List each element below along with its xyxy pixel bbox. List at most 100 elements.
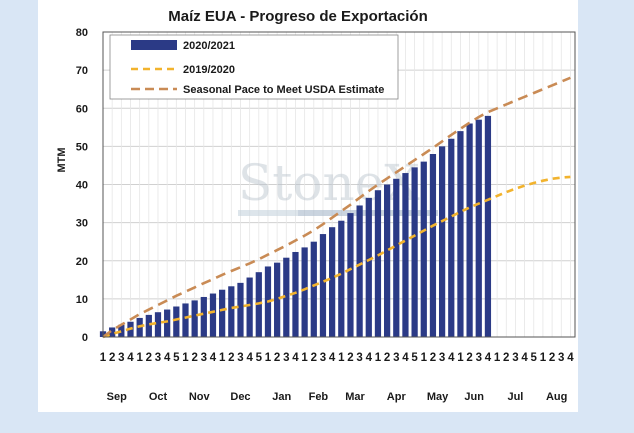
x-week-label: 1 — [182, 352, 189, 364]
x-month-label: Dec — [230, 391, 250, 403]
x-week-label: 5 — [411, 352, 418, 364]
x-month-label: Mar — [345, 391, 365, 403]
bar-2020-2021 — [448, 138, 455, 337]
x-month-label: Jul — [507, 391, 523, 403]
x-month-label: Aug — [546, 391, 567, 403]
x-week-label: 1 — [219, 352, 226, 364]
bar-2020-2021 — [228, 286, 235, 337]
line-2019-2020 — [102, 175, 571, 339]
bar-2020-2021 — [274, 262, 281, 337]
series-lines — [102, 76, 571, 339]
x-week-label: 3 — [283, 352, 289, 364]
x-week-label: 4 — [567, 352, 574, 364]
x-week-label: 4 — [366, 352, 373, 364]
x-week-label: 2 — [191, 352, 197, 364]
x-week-label: 3 — [558, 352, 564, 364]
x-week-label: 1 — [457, 352, 464, 364]
bar-2020-2021 — [484, 115, 492, 337]
bar-2020-2021 — [292, 251, 299, 337]
bar-2020-2021 — [365, 197, 372, 337]
x-week-label: 2 — [311, 352, 317, 364]
x-axis-month-labels: Sep Oct Nov Dec Jan Feb Mar Apr May Jun Jul Aug — [107, 391, 568, 403]
x-week-label: 4 — [402, 352, 409, 364]
x-week-label: 3 — [393, 352, 399, 364]
legend-label-usda-pace: Seasonal Pace to Meet USDA Estimate — [183, 84, 384, 96]
bar-2020-2021 — [310, 241, 317, 337]
bar-2020-2021 — [393, 178, 400, 337]
x-week-label: 3 — [155, 352, 161, 364]
y-axis-ticks: 0 10 20 30 40 50 60 70 80 — [76, 27, 88, 344]
x-week-label: 2 — [146, 352, 152, 364]
bar-2020-2021 — [338, 220, 345, 337]
x-week-label: 1 — [100, 352, 107, 364]
legend-label-2019-2020: 2019/2020 — [183, 64, 235, 76]
bar-2020-2021 — [182, 303, 189, 337]
x-week-label: 1 — [421, 352, 428, 364]
x-week-label: 4 — [485, 352, 492, 364]
legend-swatch-2020-2021 — [131, 40, 177, 50]
x-week-label: 4 — [127, 352, 134, 364]
bar-2020-2021 — [466, 123, 473, 337]
bars-2020-2021 — [99, 115, 492, 337]
x-month-label: May — [427, 391, 449, 403]
y-tick-label: 10 — [76, 294, 88, 306]
bar-2020-2021 — [283, 257, 290, 337]
watermark-bar-left — [238, 210, 298, 216]
bar-2020-2021 — [191, 300, 198, 337]
y-tick-label: 70 — [76, 65, 88, 77]
x-week-label: 2 — [347, 352, 353, 364]
x-week-label: 5 — [256, 352, 263, 364]
bar-2020-2021 — [329, 227, 336, 337]
y-tick-label: 60 — [76, 103, 88, 115]
bar-2020-2021 — [301, 247, 308, 337]
bar-2020-2021 — [374, 190, 382, 337]
bar-2020-2021 — [200, 296, 207, 337]
x-week-label: 4 — [246, 352, 253, 364]
legend-label-2020-2021: 2020/2021 — [183, 40, 235, 52]
x-week-label: 3 — [201, 352, 207, 364]
x-month-label: Oct — [149, 391, 168, 403]
y-tick-label: 20 — [76, 256, 88, 268]
bar-2020-2021 — [145, 314, 152, 337]
bar-2020-2021 — [347, 213, 354, 337]
x-month-label: Jan — [272, 391, 291, 403]
bar-2020-2021 — [118, 324, 125, 337]
chart-title: Maíz EUA - Progreso de Exportación — [168, 8, 428, 25]
x-week-label: 2 — [228, 352, 234, 364]
x-week-label: 2 — [274, 352, 280, 364]
x-week-label: 1 — [136, 352, 143, 364]
x-week-label: 3 — [439, 352, 445, 364]
line-usda-pace — [102, 76, 571, 339]
x-week-label: 2 — [503, 352, 509, 364]
x-week-label: 4 — [521, 352, 528, 364]
x-week-label: 3 — [118, 352, 124, 364]
bar-2020-2021 — [457, 131, 464, 337]
bar-2020-2021 — [154, 312, 162, 337]
x-week-label: 2 — [430, 352, 436, 364]
x-week-label: 2 — [549, 352, 555, 364]
x-week-label: 1 — [494, 352, 501, 364]
y-axis-label: MTM — [56, 147, 68, 172]
bar-2020-2021 — [173, 306, 180, 337]
y-tick-label: 50 — [76, 141, 88, 153]
bar-2020-2021 — [219, 289, 226, 337]
y-tick-label: 0 — [82, 332, 88, 344]
x-week-label: 1 — [301, 352, 308, 364]
bar-2020-2021 — [475, 119, 482, 337]
x-week-label: 5 — [173, 352, 180, 364]
bar-2020-2021 — [438, 146, 446, 337]
x-week-label: 4 — [210, 352, 217, 364]
watermark-text: StoneX — [238, 154, 420, 212]
x-week-label: 5 — [531, 352, 538, 364]
x-week-label: 3 — [320, 352, 326, 364]
bar-2020-2021 — [402, 173, 409, 337]
bar-2020-2021 — [209, 293, 217, 337]
bar-2020-2021 — [384, 184, 391, 337]
plot-frame — [102, 31, 576, 338]
x-week-label: 3 — [512, 352, 518, 364]
bar-2020-2021 — [246, 277, 253, 337]
y-tick-label: 40 — [76, 180, 88, 192]
bar-2020-2021 — [356, 205, 363, 337]
